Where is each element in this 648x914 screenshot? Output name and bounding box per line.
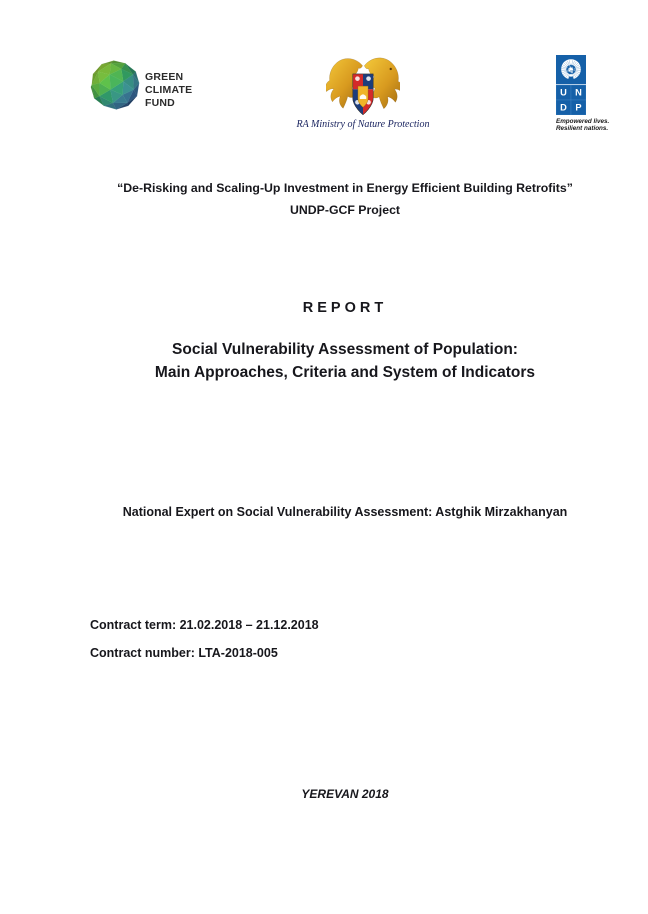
svg-text:U: U xyxy=(560,88,567,98)
svg-text:P: P xyxy=(575,103,581,113)
svg-text:N: N xyxy=(575,88,582,98)
svg-text:D: D xyxy=(560,103,567,113)
